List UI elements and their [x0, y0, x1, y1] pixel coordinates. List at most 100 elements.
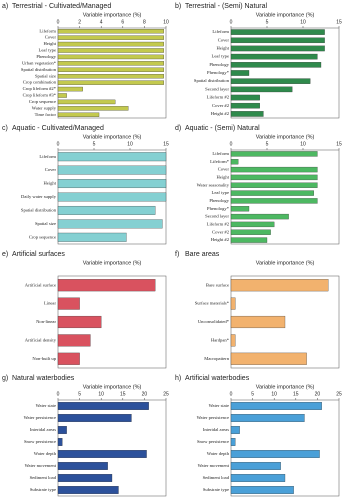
x-tick-label: 4 [100, 19, 103, 25]
category-label: Non-linear [36, 319, 56, 324]
x-tick-label: 15 [336, 19, 342, 25]
category-label: Lifeform [39, 28, 56, 33]
panel-title: Terrestrial - Cultivated/Managed [12, 3, 111, 10]
bar [230, 426, 240, 434]
panel-label: b) [175, 3, 181, 10]
bar [230, 414, 305, 422]
category-label: Water state [209, 403, 229, 408]
bar [57, 48, 164, 53]
x-tick-label: 0 [57, 19, 60, 25]
bar [230, 111, 264, 117]
bar [230, 29, 325, 35]
category-label: Bare surface [206, 282, 229, 287]
category-label: Height [43, 181, 56, 186]
bar [57, 297, 80, 310]
category-label: Height [216, 46, 229, 51]
category-label: Cover #2 [212, 103, 230, 108]
bar [230, 86, 293, 93]
x-tick-label: 10 [271, 391, 277, 397]
x-tick-label: 2 [78, 19, 81, 25]
category-label: Water supply [32, 105, 57, 110]
bar [230, 62, 322, 68]
panel-label: g) [2, 375, 8, 382]
panel-label: e) [2, 251, 8, 258]
bar [230, 462, 281, 470]
category-label: Artificial surface [25, 282, 56, 287]
category-label: Cover [218, 37, 230, 42]
bar [57, 315, 102, 329]
bar [57, 402, 149, 410]
bar [57, 438, 63, 446]
x-tick-label: 25 [336, 391, 342, 397]
category-label: Second layer [205, 86, 229, 91]
panel-title: Bare areas [185, 251, 220, 258]
category-label: Daily water supply [21, 194, 57, 199]
x-tick-label: 5 [93, 141, 96, 147]
category-label: Phenology [209, 62, 229, 67]
category-label: Water seasonality [197, 182, 230, 187]
category-label: Unconsolidated* [198, 319, 230, 324]
category-label: Water persistence [197, 415, 229, 420]
axis-label: Variable importance (%) [83, 134, 142, 140]
bar [57, 486, 119, 494]
category-label: Cover [45, 167, 57, 172]
bar [57, 165, 167, 175]
bar [57, 426, 67, 434]
x-tick-label: 15 [120, 391, 126, 397]
x-tick-label: 0 [230, 391, 233, 397]
category-label: Lifeform #2 [207, 95, 230, 100]
bar [230, 159, 239, 165]
category-label: Lifeform [212, 29, 229, 34]
x-tick-label: 5 [266, 141, 269, 147]
bar [57, 334, 91, 347]
category-label: Macropattern [204, 356, 229, 361]
bar [57, 279, 156, 292]
category-label: Snow persistence [24, 439, 56, 444]
panel-label: f) [175, 251, 179, 258]
category-label: Spatial distribution [21, 207, 57, 212]
plot-frame [57, 27, 167, 119]
category-label: Surface materials* [195, 301, 230, 306]
bar [230, 190, 314, 196]
x-tick-label: 0 [57, 391, 60, 397]
panel-title: Natural waterbodies [12, 375, 75, 382]
category-label: Time factor [35, 112, 57, 117]
bar [57, 414, 132, 422]
x-tick-label: 15 [293, 391, 299, 397]
panel-title: Aquatic - (Semi) Natural [185, 125, 260, 132]
axis-label: Variable importance (%) [256, 134, 315, 140]
category-label: Leaf type [212, 190, 229, 195]
category-label: Water depth [207, 451, 230, 456]
bar [230, 206, 250, 212]
category-label: Substrate type [203, 487, 229, 492]
category-label: Spatial distribution [194, 78, 230, 83]
x-tick-label: 0 [230, 19, 233, 25]
category-label: Crop combination [23, 80, 57, 85]
x-tick-label: 20 [142, 391, 148, 397]
bar [57, 35, 164, 40]
panel-label: a) [2, 3, 8, 10]
bar [230, 352, 307, 365]
bar [230, 229, 271, 235]
category-label: Lifeform [212, 151, 229, 156]
bar [230, 166, 318, 173]
bar [57, 232, 127, 242]
bar [230, 450, 320, 458]
x-tick-label: 25 [163, 391, 169, 397]
bar [57, 54, 164, 60]
category-label: Phenology* [207, 206, 230, 211]
bar [230, 78, 311, 84]
plot-frame [57, 399, 167, 497]
category-label: Sediment load [30, 475, 57, 480]
category-label: Lifeform #2 [207, 221, 230, 226]
category-label: Lifeform [39, 154, 56, 159]
bar [57, 450, 147, 458]
panel-title: Artificial surfaces [12, 251, 65, 258]
bar [57, 80, 164, 85]
bar [57, 152, 167, 162]
category-label: Interidal areas [203, 427, 229, 432]
category-label: Height [43, 41, 56, 46]
bar [230, 334, 236, 347]
category-label: Water persistence [24, 415, 56, 420]
